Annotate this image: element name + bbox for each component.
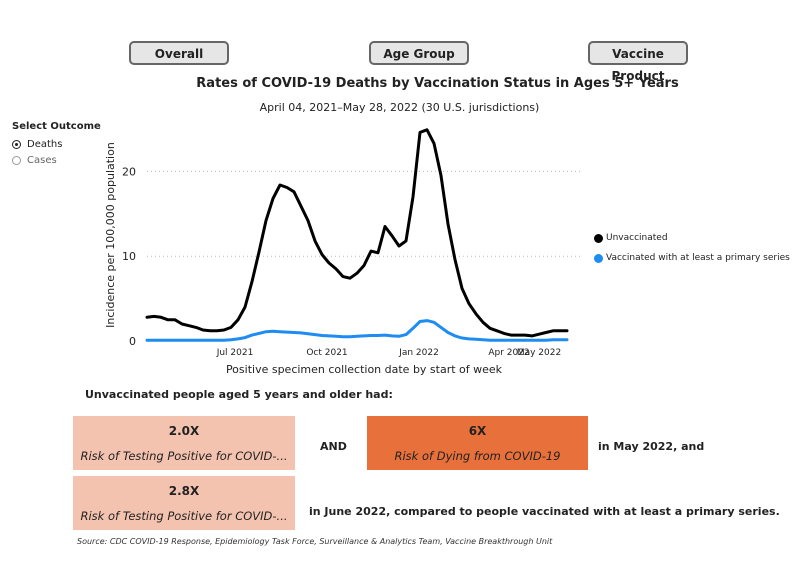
x-tick-label: Oct 2021 bbox=[306, 348, 347, 358]
y-tick-label: 20 bbox=[122, 165, 136, 178]
chart-subtitle: April 04, 2021–May 28, 2022 (30 U.S. jur… bbox=[259, 101, 540, 114]
radio-cases-label: Cases bbox=[27, 155, 57, 166]
x-axis-label: Positive specimen collection date by sta… bbox=[226, 363, 503, 376]
tab-overall[interactable]: Overall bbox=[129, 41, 229, 65]
source-note: Source: CDC COVID-19 Response, Epidemiol… bbox=[77, 537, 553, 546]
chart-series bbox=[145, 128, 569, 342]
risk-description: Risk of Testing Positive for COVID-... bbox=[80, 509, 288, 523]
june-text: in June 2022, compared to people vaccina… bbox=[309, 505, 780, 518]
radio-deaths[interactable]: Deaths bbox=[12, 139, 62, 150]
x-tick-label: Jul 2021 bbox=[216, 348, 254, 358]
y-tick-label: 0 bbox=[129, 335, 136, 348]
may-text: in May 2022, and bbox=[598, 440, 705, 453]
y-axis-label: Incidence per 100,000 population bbox=[104, 142, 117, 328]
risk-description: Risk of Dying from COVID-19 bbox=[394, 449, 561, 463]
risk-value: 2.8X bbox=[168, 484, 200, 498]
risk-value: 2.0X bbox=[168, 424, 200, 438]
legend-item-unvaccinated[interactable]: Unvaccinated bbox=[594, 233, 668, 243]
tab-vaccine-product[interactable]: Vaccine Product bbox=[588, 41, 688, 83]
radio-checked-icon bbox=[12, 140, 21, 149]
chart-grid bbox=[147, 170, 583, 257]
y-tick-label: 10 bbox=[122, 250, 136, 263]
x-tick-label: May 2022 bbox=[517, 348, 561, 358]
risk-card-dying-may[interactable]: 6X Risk of Dying from COVID-19 bbox=[367, 416, 588, 470]
x-tick-label: Jan 2022 bbox=[398, 348, 439, 358]
line-chart: 0 10 20 Jul 2021 Oct 2021 Jan 2022 Apr 2022Ma… bbox=[104, 128, 583, 376]
risk-card-testing-may[interactable]: 2.0X Risk of Testing Positive for COVID-… bbox=[73, 416, 295, 470]
outcome-selector-label: Select Outcome bbox=[12, 121, 101, 132]
series-line-vaccinated bbox=[145, 319, 569, 342]
radio-unchecked-icon bbox=[12, 156, 21, 165]
risk-value: 6X bbox=[468, 424, 487, 438]
legend-dot-icon bbox=[594, 233, 603, 243]
radio-cases[interactable]: Cases bbox=[12, 155, 57, 166]
legend-dot-icon bbox=[594, 253, 603, 263]
risk-description: Risk of Testing Positive for COVID-... bbox=[80, 449, 288, 463]
summary-lead: Unvaccinated people aged 5 years and old… bbox=[85, 388, 393, 401]
legend-item-vaccinated[interactable]: Vaccinated with at least a primary serie… bbox=[594, 253, 790, 263]
y-axis-ticks: 0 10 20 bbox=[122, 165, 136, 348]
tab-age-group[interactable]: Age Group bbox=[369, 41, 469, 65]
chart-title: Rates of COVID-19 Deaths by Vaccination … bbox=[196, 76, 679, 91]
risk-card-testing-june[interactable]: 2.8X Risk of Testing Positive for COVID-… bbox=[73, 476, 295, 530]
x-tick-label: Apr 2022 bbox=[488, 348, 529, 358]
and-text: AND bbox=[320, 440, 347, 453]
radio-deaths-label: Deaths bbox=[27, 139, 63, 150]
legend-label: Vaccinated with at least a primary serie… bbox=[606, 253, 790, 263]
series-line-unvaccinated bbox=[145, 128, 569, 338]
legend-label: Unvaccinated bbox=[606, 233, 668, 243]
